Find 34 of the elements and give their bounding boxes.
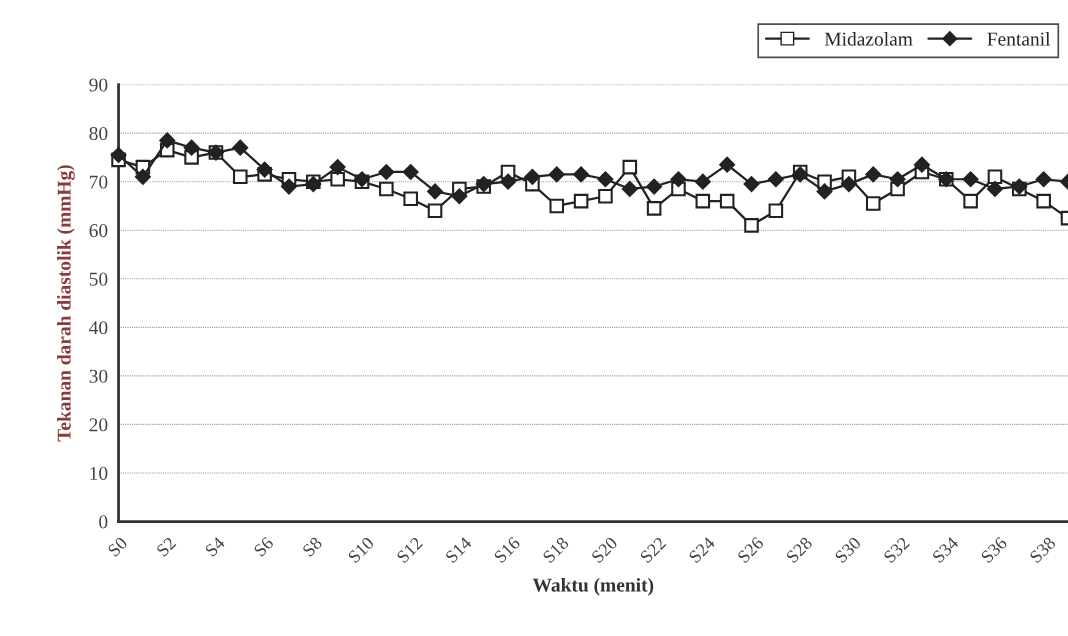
x-tick-label: S4 — [204, 536, 226, 558]
x-tick-label: S0 — [107, 536, 128, 558]
x-tick-label: S14 — [444, 536, 473, 564]
y-tick-label: 40 — [89, 321, 108, 335]
x-tick-label: S18 — [542, 536, 570, 564]
y-tick-label: 20 — [89, 418, 108, 432]
y-tick-label: 60 — [89, 224, 108, 238]
x-tick-label: S32 — [883, 536, 911, 564]
y-tick-label: 30 — [89, 369, 108, 383]
x-tick-label: S30 — [834, 536, 862, 564]
y-tick-label: 80 — [89, 126, 108, 141]
x-tick-label: S16 — [493, 536, 521, 564]
x-tick-label: S2 — [155, 536, 177, 558]
legend-label: Midazolam — [824, 31, 913, 46]
x-tick-label: S12 — [396, 536, 424, 564]
y-axis-title: Tekanan darah diastolik (mmHg) — [57, 165, 75, 442]
x-tick-label: S20 — [590, 536, 619, 564]
x-tick-label: S6 — [253, 536, 275, 558]
y-tick-label: 90 — [89, 78, 108, 92]
x-tick-label: S24 — [688, 536, 716, 564]
x-axis-title: Waktu (menit) — [532, 577, 654, 596]
x-tick-label: S28 — [785, 536, 813, 564]
y-tick-label: 0 — [99, 515, 108, 529]
x-tick-label: S26 — [737, 536, 765, 564]
legend-label: Fentanil — [987, 31, 1051, 46]
x-tick-label: S34 — [931, 536, 960, 564]
x-tick-label: S38 — [1029, 536, 1057, 564]
x-tick-label: S8 — [302, 536, 323, 558]
x-tick-label: S22 — [639, 536, 667, 564]
y-tick-label: 70 — [89, 175, 108, 189]
y-tick-label: 10 — [90, 466, 108, 480]
x-tick-label: S36 — [980, 536, 1008, 564]
y-tick-label: 50 — [89, 272, 108, 286]
x-tick-label: S10 — [347, 536, 375, 564]
